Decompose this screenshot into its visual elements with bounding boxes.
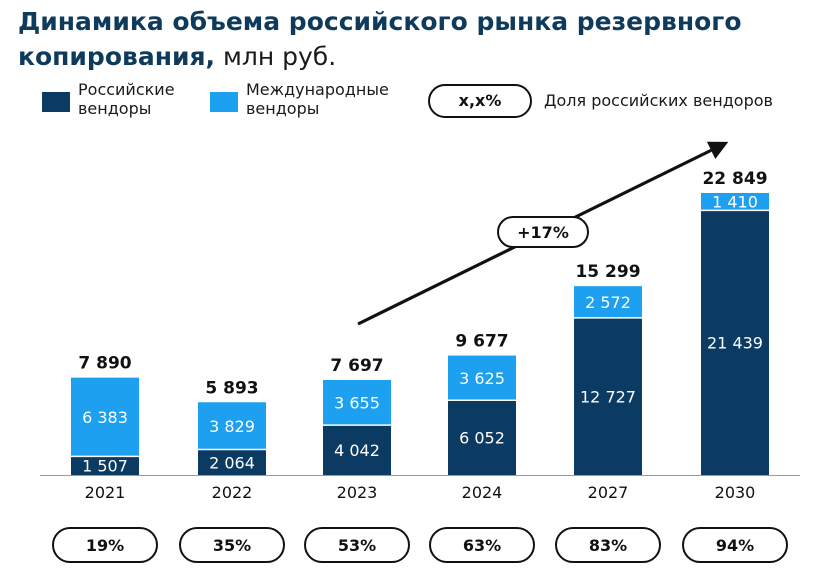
bar-russian-2030	[701, 210, 769, 475]
bar-international-2024	[448, 355, 516, 401]
value-label-international-2024: 3 625	[459, 369, 505, 388]
share-label-2024: 63%	[463, 536, 501, 555]
bar-russian-2024	[448, 400, 516, 475]
x-tick-label-2023: 2023	[337, 483, 378, 502]
share-pill-2021	[52, 527, 158, 563]
share-label-2027: 83%	[589, 536, 627, 555]
share-label-2023: 53%	[338, 536, 376, 555]
share-label-2030: 94%	[716, 536, 754, 555]
bar-international-2021	[71, 377, 139, 457]
bar-international-2022	[198, 402, 266, 450]
value-label-international-2023: 3 655	[334, 394, 380, 413]
total-label-2027: 15 299	[575, 262, 640, 282]
bar-russian-2022	[198, 449, 266, 475]
bar-russian-2023	[323, 425, 391, 475]
legend-label-russian: Российские вендоры	[78, 80, 175, 118]
value-label-russian-2021: 1 507	[82, 457, 128, 476]
value-label-international-2021: 6 383	[82, 408, 128, 427]
x-tick-label-2022: 2022	[212, 483, 253, 502]
legend: Российские вендоры Международные вендоры…	[0, 0, 840, 130]
share-label-2022: 35%	[213, 536, 251, 555]
share-pill-2022	[179, 527, 285, 563]
total-label-2030: 22 849	[702, 169, 767, 189]
share-pill-2024	[429, 527, 535, 563]
value-label-russian-2023: 4 042	[334, 441, 380, 460]
legend-label-international: Международные вендоры	[246, 80, 389, 118]
value-label-international-2022: 3 829	[209, 417, 255, 436]
share-pill-2030	[682, 527, 788, 563]
bar-russian-2021	[71, 456, 139, 475]
cagr-label: +17%	[517, 223, 569, 242]
legend-swatch-international	[210, 92, 238, 112]
bar-international-2027	[574, 286, 642, 318]
chart-title: Динамика объема российского рынка резерв…	[18, 4, 808, 74]
x-tick-label-2021: 2021	[85, 483, 126, 502]
x-tick-label-2024: 2024	[462, 483, 503, 502]
total-label-2022: 5 893	[205, 378, 258, 398]
total-label-2023: 7 697	[330, 356, 383, 376]
value-label-russian-2022: 2 064	[209, 453, 255, 472]
value-label-russian-2030: 21 439	[707, 334, 763, 353]
bar-international-2030	[701, 193, 769, 211]
value-label-russian-2024: 6 052	[459, 429, 505, 448]
chart-title-main: Динамика объема российского рынка резерв…	[18, 7, 742, 71]
bar-international-2023	[323, 380, 391, 426]
x-tick-label-2027: 2027	[588, 483, 629, 502]
value-label-russian-2027: 12 727	[580, 387, 636, 406]
share-pill-2027	[555, 527, 661, 563]
legend-swatch-russian	[42, 92, 70, 112]
bar-russian-2027	[574, 317, 642, 475]
share-label-2021: 19%	[86, 536, 124, 555]
cagr-pill	[497, 216, 589, 248]
value-label-international-2030: 1 410	[712, 193, 758, 212]
total-label-2021: 7 890	[78, 354, 131, 374]
x-tick-label-2030: 2030	[715, 483, 756, 502]
chart-title-unit: млн руб.	[215, 42, 337, 71]
share-pill-2023	[304, 527, 410, 563]
legend-share-sample: x,x%	[428, 84, 532, 118]
legend-share-label: Доля российских вендоров	[544, 91, 773, 110]
total-label-2024: 9 677	[455, 332, 508, 352]
value-label-international-2027: 2 572	[585, 293, 631, 312]
